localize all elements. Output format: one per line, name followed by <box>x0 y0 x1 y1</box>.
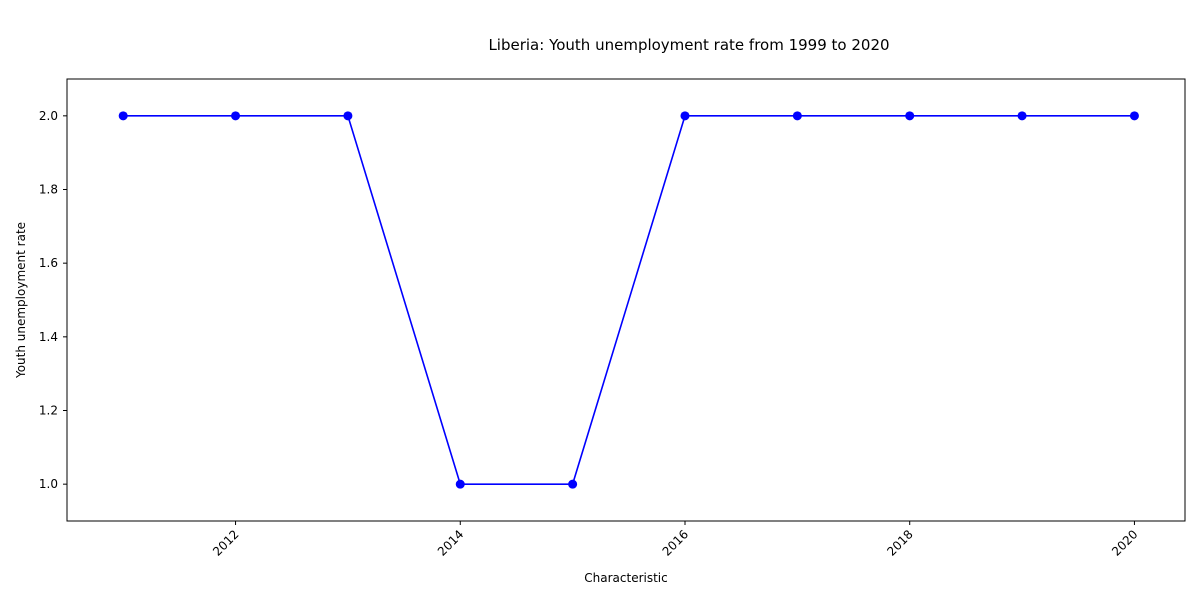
data-point <box>680 111 690 121</box>
data-point <box>1129 111 1139 121</box>
series-line <box>123 115 1135 485</box>
y-tick-label: 1.8 <box>39 183 58 197</box>
x-tick-label: 2016 <box>660 527 691 558</box>
data-point <box>118 111 128 121</box>
data-point <box>1017 111 1027 121</box>
plot-frame <box>66 78 1186 522</box>
data-point <box>455 479 465 489</box>
y-tick-label: 1.0 <box>39 477 58 491</box>
x-axis-label: Characteristic <box>584 571 667 585</box>
plot-area: 1.0 1.2 1.4 1.6 1.8 2.0 2012 2014 2016 2018 2020 <box>39 78 1186 559</box>
x-tick-label: 2014 <box>435 527 466 558</box>
data-point <box>343 111 353 121</box>
chart-title: Liberia: Youth unemployment rate from 19… <box>488 36 889 54</box>
y-tick-label: 1.2 <box>39 404 58 418</box>
y-tick-label: 1.4 <box>39 330 58 344</box>
y-tick-label: 1.6 <box>39 256 58 270</box>
y-tick-label: 2.0 <box>39 109 58 123</box>
data-point <box>905 111 915 121</box>
x-tick-label: 2020 <box>1109 527 1140 558</box>
data-point <box>792 111 802 121</box>
data-point <box>231 111 241 121</box>
x-tick-label: 2018 <box>884 527 915 558</box>
data-point <box>568 479 578 489</box>
y-axis-label: Youth unemployment rate <box>14 222 28 379</box>
x-tick-label: 2012 <box>210 527 241 558</box>
